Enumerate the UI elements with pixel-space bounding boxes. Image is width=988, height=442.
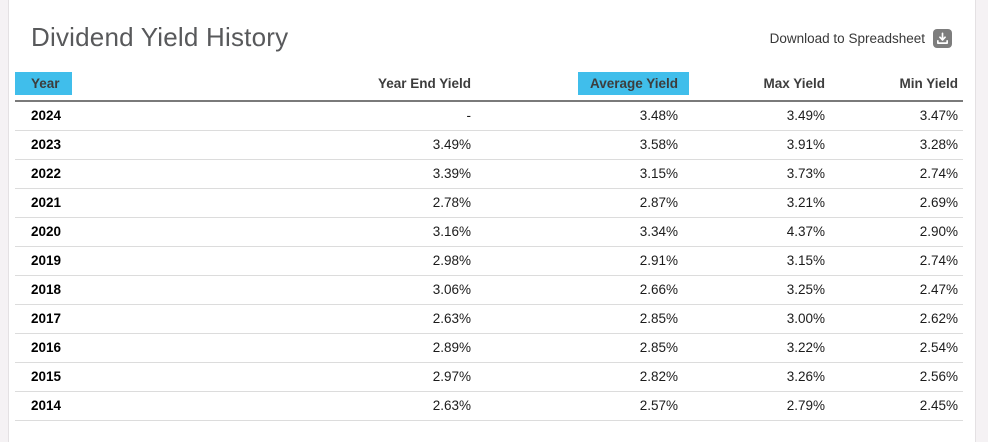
max-yield-cell: 2.79% <box>683 391 830 421</box>
content-panel: Dividend Yield History Download to Sprea… <box>8 0 976 442</box>
year-end-yield-cell: 3.49% <box>145 130 476 160</box>
min-yield-cell: 2.54% <box>830 333 963 363</box>
column-header-label: Average Yield <box>577 72 689 95</box>
page-title: Dividend Yield History <box>31 22 289 52</box>
min-yield-cell: 2.74% <box>830 246 963 276</box>
average-yield-cell: 2.82% <box>476 362 683 392</box>
min-yield-cell: 2.69% <box>830 188 963 218</box>
year-end-yield-cell: 2.63% <box>145 391 476 421</box>
average-yield-cell: 2.57% <box>476 391 683 421</box>
year-end-yield-cell: 2.89% <box>145 333 476 363</box>
column-header-label: Year <box>15 72 72 95</box>
min-yield-cell: 3.47% <box>830 101 963 131</box>
table-header-row: Year Year End Yield Average Yield Max Yield… <box>15 72 963 102</box>
table-row-2021: 2021 2.78% 2.87% 3.21% 2.69% <box>15 188 963 218</box>
average-yield-cell: 3.48% <box>476 101 683 131</box>
year-cell: 2019 <box>15 246 145 276</box>
max-yield-cell: 3.15% <box>683 246 830 276</box>
max-yield-cell: 3.25% <box>683 275 830 305</box>
min-yield-cell: 2.47% <box>830 275 963 305</box>
year-cell: 2020 <box>15 217 145 247</box>
page-header: Dividend Yield History Download to Sprea… <box>9 0 975 66</box>
min-yield-cell: 2.74% <box>830 159 963 189</box>
year-cell: 2016 <box>15 333 145 363</box>
max-yield-cell: 3.49% <box>683 101 830 131</box>
average-yield-cell: 2.66% <box>476 275 683 305</box>
table-row-2024: 2024-3.48% 3.49% 3.47% <box>15 101 963 131</box>
max-yield-cell: 3.22% <box>683 333 830 363</box>
average-yield-cell: 2.87% <box>476 188 683 218</box>
year-cell: 2017 <box>15 304 145 334</box>
download-label: Download to Spreadsheet <box>769 31 925 46</box>
table-row-2017: 2017 2.63% 2.85% 3.00% 2.62% <box>15 304 963 334</box>
year-end-yield-cell: 3.06% <box>145 275 476 305</box>
min-yield-cell: 2.45% <box>830 391 963 421</box>
column-header-min-yield: Min Yield <box>830 72 963 102</box>
max-yield-cell: 3.21% <box>683 188 830 218</box>
max-yield-cell: 3.00% <box>683 304 830 334</box>
year-end-yield-cell: 3.39% <box>145 159 476 189</box>
min-yield-cell: 2.90% <box>830 217 963 247</box>
min-yield-cell: 2.56% <box>830 362 963 392</box>
table-row-2023: 2023 3.49% 3.58% 3.91% 3.28% <box>15 130 963 160</box>
year-cell: 2023 <box>15 130 145 160</box>
year-cell: 2022 <box>15 159 145 189</box>
table-row-2016: 2016 2.89% 2.85% 3.22% 2.54% <box>15 333 963 363</box>
max-yield-cell: 3.26% <box>683 362 830 392</box>
average-yield-cell: 2.85% <box>476 304 683 334</box>
column-header-year[interactable]: Year <box>15 72 145 102</box>
table-row-2018: 2018 3.06% 2.66% 3.25% 2.47% <box>15 275 963 305</box>
year-cell: 2021 <box>15 188 145 218</box>
column-header-year-end-yield: Year End Yield <box>145 72 476 102</box>
average-yield-cell: 2.91% <box>476 246 683 276</box>
year-end-yield-cell: - <box>145 101 476 131</box>
min-yield-cell: 2.62% <box>830 304 963 334</box>
year-cell: 2014 <box>15 391 145 421</box>
year-end-yield-cell: 3.16% <box>145 217 476 247</box>
table-row-2019: 2019 2.98% 2.91% 3.15% 2.74% <box>15 246 963 276</box>
year-end-yield-cell: 2.78% <box>145 188 476 218</box>
year-end-yield-cell: 2.97% <box>145 362 476 392</box>
average-yield-cell: 2.85% <box>476 333 683 363</box>
year-cell: 2018 <box>15 275 145 305</box>
max-yield-cell: 3.73% <box>683 159 830 189</box>
min-yield-cell: 3.28% <box>830 130 963 160</box>
max-yield-cell: 3.91% <box>683 130 830 160</box>
year-end-yield-cell: 2.63% <box>145 304 476 334</box>
year-cell: 2024 <box>15 101 145 131</box>
download-icon[interactable] <box>933 29 952 48</box>
table-row-2020: 2020 3.16% 3.34% 4.37% 2.90% <box>15 217 963 247</box>
column-header-average-yield[interactable]: Average Yield <box>476 72 689 102</box>
average-yield-cell: 3.15% <box>476 159 683 189</box>
table-row-2022: 2022 3.39% 3.15% 3.73% 2.74% <box>15 159 963 189</box>
download-to-spreadsheet[interactable]: Download to Spreadsheet <box>770 29 952 48</box>
average-yield-cell: 3.58% <box>476 130 683 160</box>
max-yield-cell: 4.37% <box>683 217 830 247</box>
table-row-2015: 2015 2.97% 2.82% 3.26% 2.56% <box>15 362 963 392</box>
dividend-yield-table: Year Year End Yield Average Yield Max Yield… <box>15 72 963 421</box>
table-row-2014: 2014 2.63% 2.57% 2.79% 2.45% <box>15 391 963 421</box>
average-yield-cell: 3.34% <box>476 217 683 247</box>
year-end-yield-cell: 2.98% <box>145 246 476 276</box>
year-cell: 2015 <box>15 362 145 392</box>
column-header-max-yield: Max Yield <box>683 72 830 102</box>
